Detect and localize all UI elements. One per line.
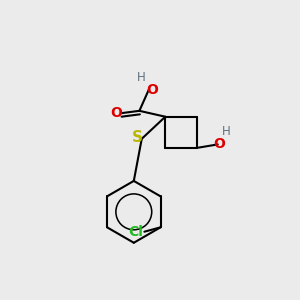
Text: H: H <box>137 71 146 84</box>
Text: O: O <box>213 137 225 152</box>
Text: O: O <box>146 82 158 97</box>
Text: Cl: Cl <box>129 225 144 239</box>
Text: O: O <box>110 106 122 120</box>
Text: S: S <box>132 130 143 145</box>
Text: H: H <box>222 125 231 138</box>
